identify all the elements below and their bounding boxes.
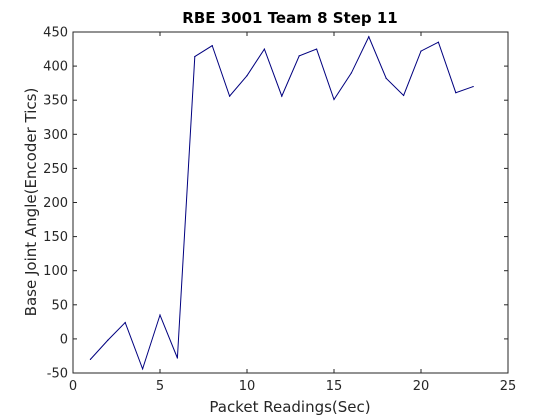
data-point (403, 94, 405, 97)
y-axis-label: Base Joint Angle(Encoder Tics) (22, 88, 40, 317)
plot-area (73, 32, 508, 373)
y-tick-label: 0 (60, 332, 68, 347)
y-tick-label: 350 (43, 94, 68, 109)
data-point (89, 358, 91, 360)
data-point (107, 339, 109, 341)
y-tick-label: 250 (43, 162, 68, 177)
data-point (472, 85, 474, 88)
data-point (176, 357, 178, 359)
x-tick-label: 20 (413, 379, 430, 394)
y-tick-label: 50 (51, 298, 68, 313)
series-layer (89, 35, 474, 371)
axes-box (72, 31, 509, 374)
data-point (263, 48, 265, 50)
x-tick-label: 0 (69, 379, 77, 394)
y-tick-label: 400 (43, 60, 68, 75)
data-point (298, 55, 300, 57)
data-point (368, 36, 370, 38)
y-tick-label: 150 (43, 230, 68, 245)
data-point (333, 98, 335, 101)
data-point (124, 321, 126, 324)
chart-title: RBE 3001 Team 8 Step 11 (182, 9, 397, 27)
data-point (229, 95, 231, 97)
y-tick-label: 300 (43, 128, 68, 143)
data-point (385, 77, 387, 79)
data-point (420, 50, 422, 52)
y-tick-label: 450 (43, 26, 68, 41)
x-tick-label: 5 (156, 379, 164, 394)
data-point (437, 41, 439, 43)
x-tick-label: 15 (326, 379, 343, 394)
data-point (194, 55, 196, 58)
data-point (281, 95, 283, 97)
data-point (316, 48, 318, 50)
data-point (246, 75, 248, 77)
data-point (142, 368, 144, 370)
data-point (350, 72, 352, 74)
x-tick-label: 25 (500, 379, 517, 394)
y-tick-label: 200 (43, 196, 68, 211)
y-tick-label: 100 (43, 264, 68, 279)
x-axis-label: Packet Readings(Sec) (209, 398, 370, 416)
x-tick-label: 10 (239, 379, 256, 394)
data-point (159, 314, 161, 316)
data-point (455, 92, 457, 94)
y-tick-label: -50 (47, 367, 68, 382)
data-point (211, 45, 213, 47)
